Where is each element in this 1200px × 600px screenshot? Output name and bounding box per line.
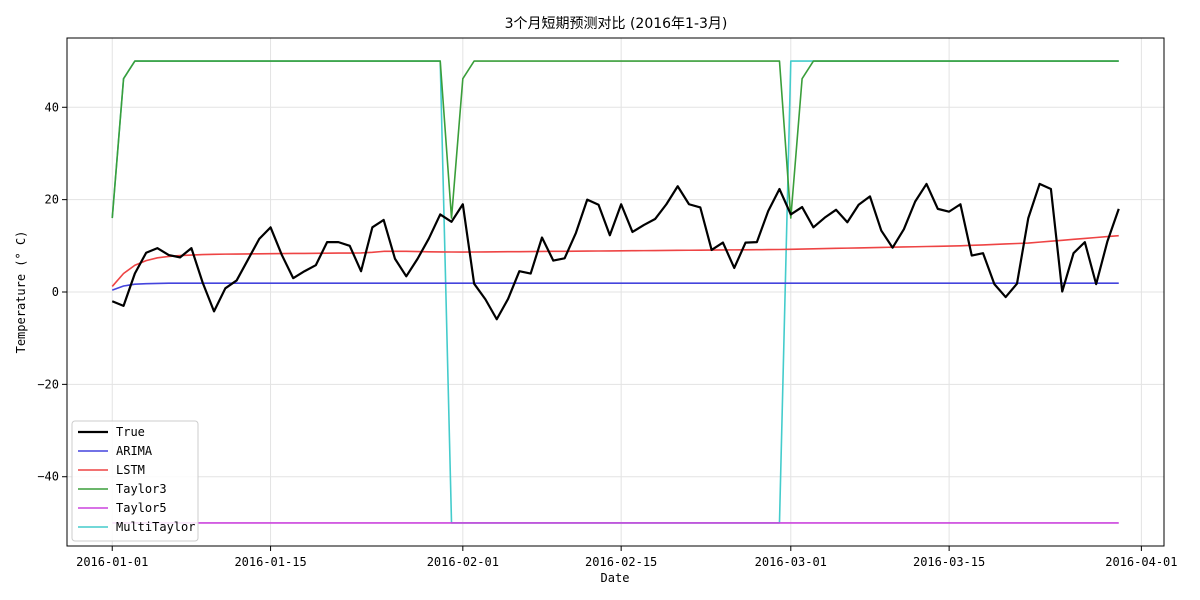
chart-title: 3个月短期预测对比 (2016年1-3月)	[505, 16, 728, 32]
series-line-lstm	[111, 234, 1119, 287]
legend-label: Taylor5	[116, 501, 167, 515]
series-line-taylor3	[111, 60, 1119, 219]
y-tick-label: 0	[52, 285, 59, 299]
x-tick-label: 2016-01-15	[234, 555, 306, 569]
legend-label: MultiTaylor	[116, 520, 195, 534]
series-line-arima	[111, 282, 1119, 291]
y-tick-label: −20	[37, 377, 59, 391]
y-tick-label: 40	[45, 100, 59, 114]
tick-layer: 2016-01-01 2016-01-15 2016-02-01 2016-02-15…	[37, 100, 1177, 569]
y-tick-label: −40	[37, 470, 59, 484]
series-layer	[111, 60, 1120, 524]
legend: True ARIMA LSTM Taylor3 Taylor5 MultiTaylor	[71, 420, 199, 542]
x-tick-label: 2016-03-01	[755, 555, 827, 569]
x-tick-label: 2016-03-15	[913, 555, 985, 569]
y-axis-label: Temperature (° C)	[14, 231, 28, 354]
legend-label: ARIMA	[116, 444, 153, 458]
legend-label: True	[116, 425, 145, 439]
y-tick-label: 20	[45, 193, 59, 207]
x-tick-label: 2016-01-01	[76, 555, 148, 569]
legend-label: LSTM	[116, 463, 145, 477]
x-tick-label: 2016-02-15	[585, 555, 657, 569]
legend-label: Taylor3	[116, 482, 167, 496]
x-axis-label: Date	[601, 571, 630, 585]
series-line-true	[111, 182, 1120, 321]
x-tick-label: 2016-02-01	[427, 555, 499, 569]
grid-layer	[67, 38, 1164, 546]
x-tick-label: 2016-04-01	[1105, 555, 1177, 569]
